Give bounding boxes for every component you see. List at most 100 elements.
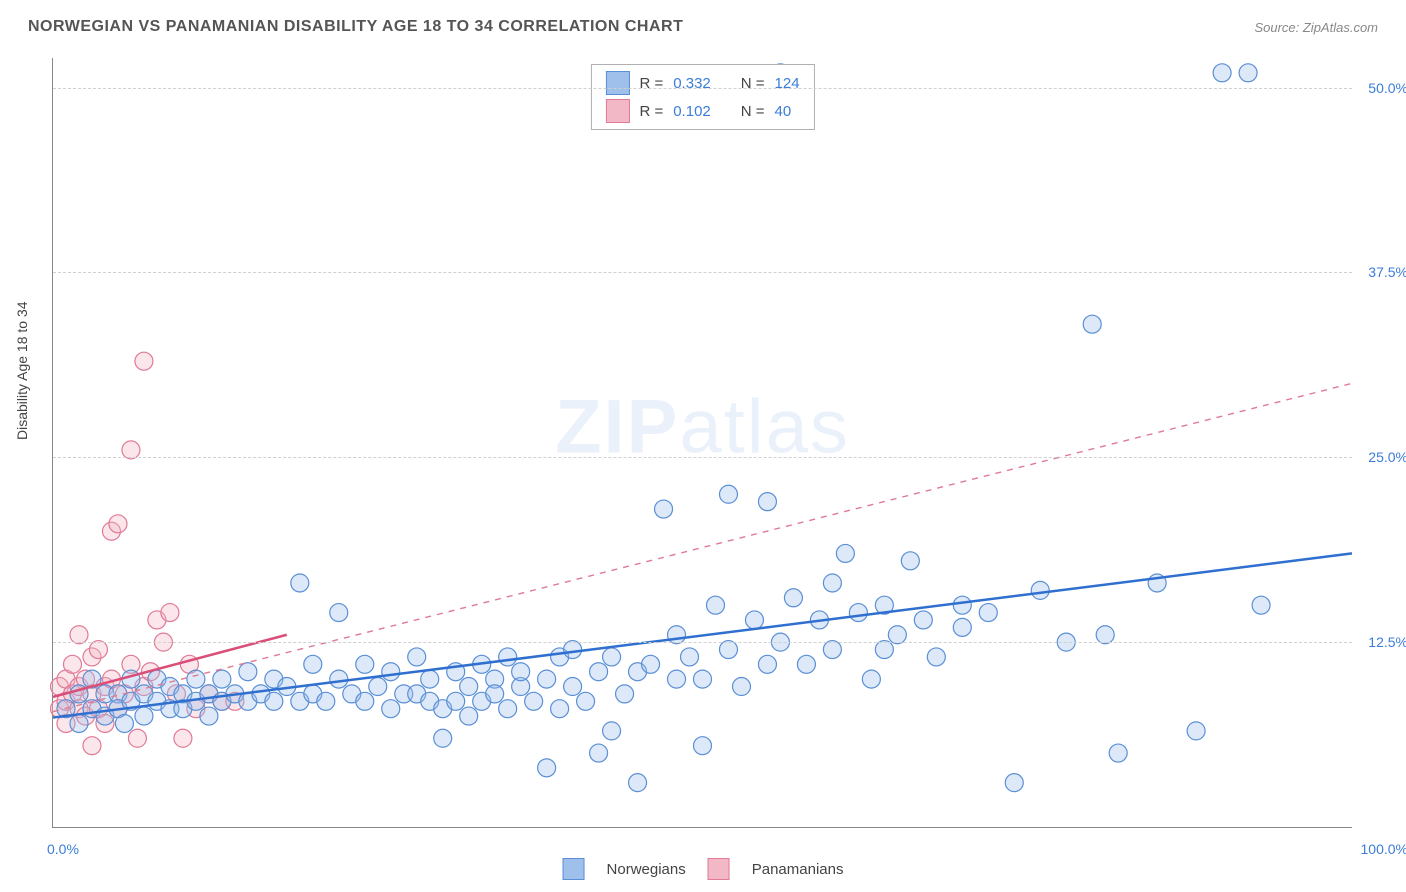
data-point [499,700,517,718]
swatch-norwegians [563,858,585,880]
data-point [291,574,309,592]
data-point [356,655,374,673]
data-point [538,670,556,688]
data-point [304,655,322,673]
xtick-right: 100.0% [1361,841,1406,857]
data-point [551,700,569,718]
trend-line [53,553,1352,717]
data-point [447,692,465,710]
data-point [135,352,153,370]
data-point [200,707,218,725]
data-point [564,641,582,659]
data-point [823,574,841,592]
n-value-norwegians: 124 [775,75,800,92]
data-point [356,692,374,710]
data-point [317,692,335,710]
r-value-norwegians: 0.332 [673,75,711,92]
legend-stats: R = 0.332 N = 124 R = 0.102 N = 40 [590,64,814,130]
y-axis-label: Disability Age 18 to 34 [14,301,30,440]
data-point [862,670,880,688]
scatter-svg [53,58,1352,827]
data-point [901,552,919,570]
ytick-label: 12.5% [1368,634,1406,650]
r-label: R = [639,103,663,120]
data-point [161,604,179,622]
data-point [1187,722,1205,740]
data-point [681,648,699,666]
data-point [629,774,647,792]
data-point [538,759,556,777]
ytick-label: 25.0% [1368,449,1406,465]
data-point [694,737,712,755]
data-point [265,692,283,710]
data-point [668,670,686,688]
legend-stats-row-norwegians: R = 0.332 N = 124 [605,71,799,95]
data-point [1213,64,1231,82]
data-point [460,678,478,696]
xtick-left: 0.0% [47,841,79,857]
data-point [109,515,127,533]
data-point [135,707,153,725]
data-point [1005,774,1023,792]
data-point [642,655,660,673]
data-point [668,626,686,644]
data-point [115,714,133,732]
data-point [875,641,893,659]
data-point [63,655,81,673]
data-point [1096,626,1114,644]
data-point [70,626,88,644]
gridline [53,272,1352,273]
data-point [914,611,932,629]
data-point [1083,315,1101,333]
data-point [590,744,608,762]
n-value-panamanians: 40 [775,103,792,120]
data-point [408,648,426,666]
data-point [836,544,854,562]
data-point [1239,64,1257,82]
data-point [745,611,763,629]
data-point [70,714,88,732]
data-point [434,729,452,747]
data-point [330,604,348,622]
data-point [187,670,205,688]
data-point [888,626,906,644]
data-point [89,641,107,659]
data-point [239,663,257,681]
data-point [83,737,101,755]
n-label: N = [741,103,765,120]
data-point [953,618,971,636]
data-point [603,648,621,666]
data-point [590,663,608,681]
swatch-panamanians [605,99,629,123]
data-point [128,729,146,747]
data-point [694,670,712,688]
data-point [927,648,945,666]
data-point [1252,596,1270,614]
data-point [1031,581,1049,599]
data-point [616,685,634,703]
chart-title: NORWEGIAN VS PANAMANIAN DISABILITY AGE 1… [28,18,683,36]
data-point [486,685,504,703]
swatch-norwegians [605,71,629,95]
data-point [706,596,724,614]
data-point [758,493,776,511]
ytick-label: 50.0% [1368,80,1406,96]
data-point [577,692,595,710]
data-point [564,678,582,696]
data-point [732,678,750,696]
data-point [460,707,478,725]
data-point [784,589,802,607]
data-point [382,663,400,681]
swatch-panamanians [708,858,730,880]
data-point [655,500,673,518]
data-point [213,670,231,688]
data-point [719,485,737,503]
data-point [849,604,867,622]
data-point [330,670,348,688]
data-point [719,641,737,659]
data-point [499,648,517,666]
gridline [53,88,1352,89]
data-point [382,700,400,718]
data-point [525,692,543,710]
n-label: N = [741,75,765,92]
